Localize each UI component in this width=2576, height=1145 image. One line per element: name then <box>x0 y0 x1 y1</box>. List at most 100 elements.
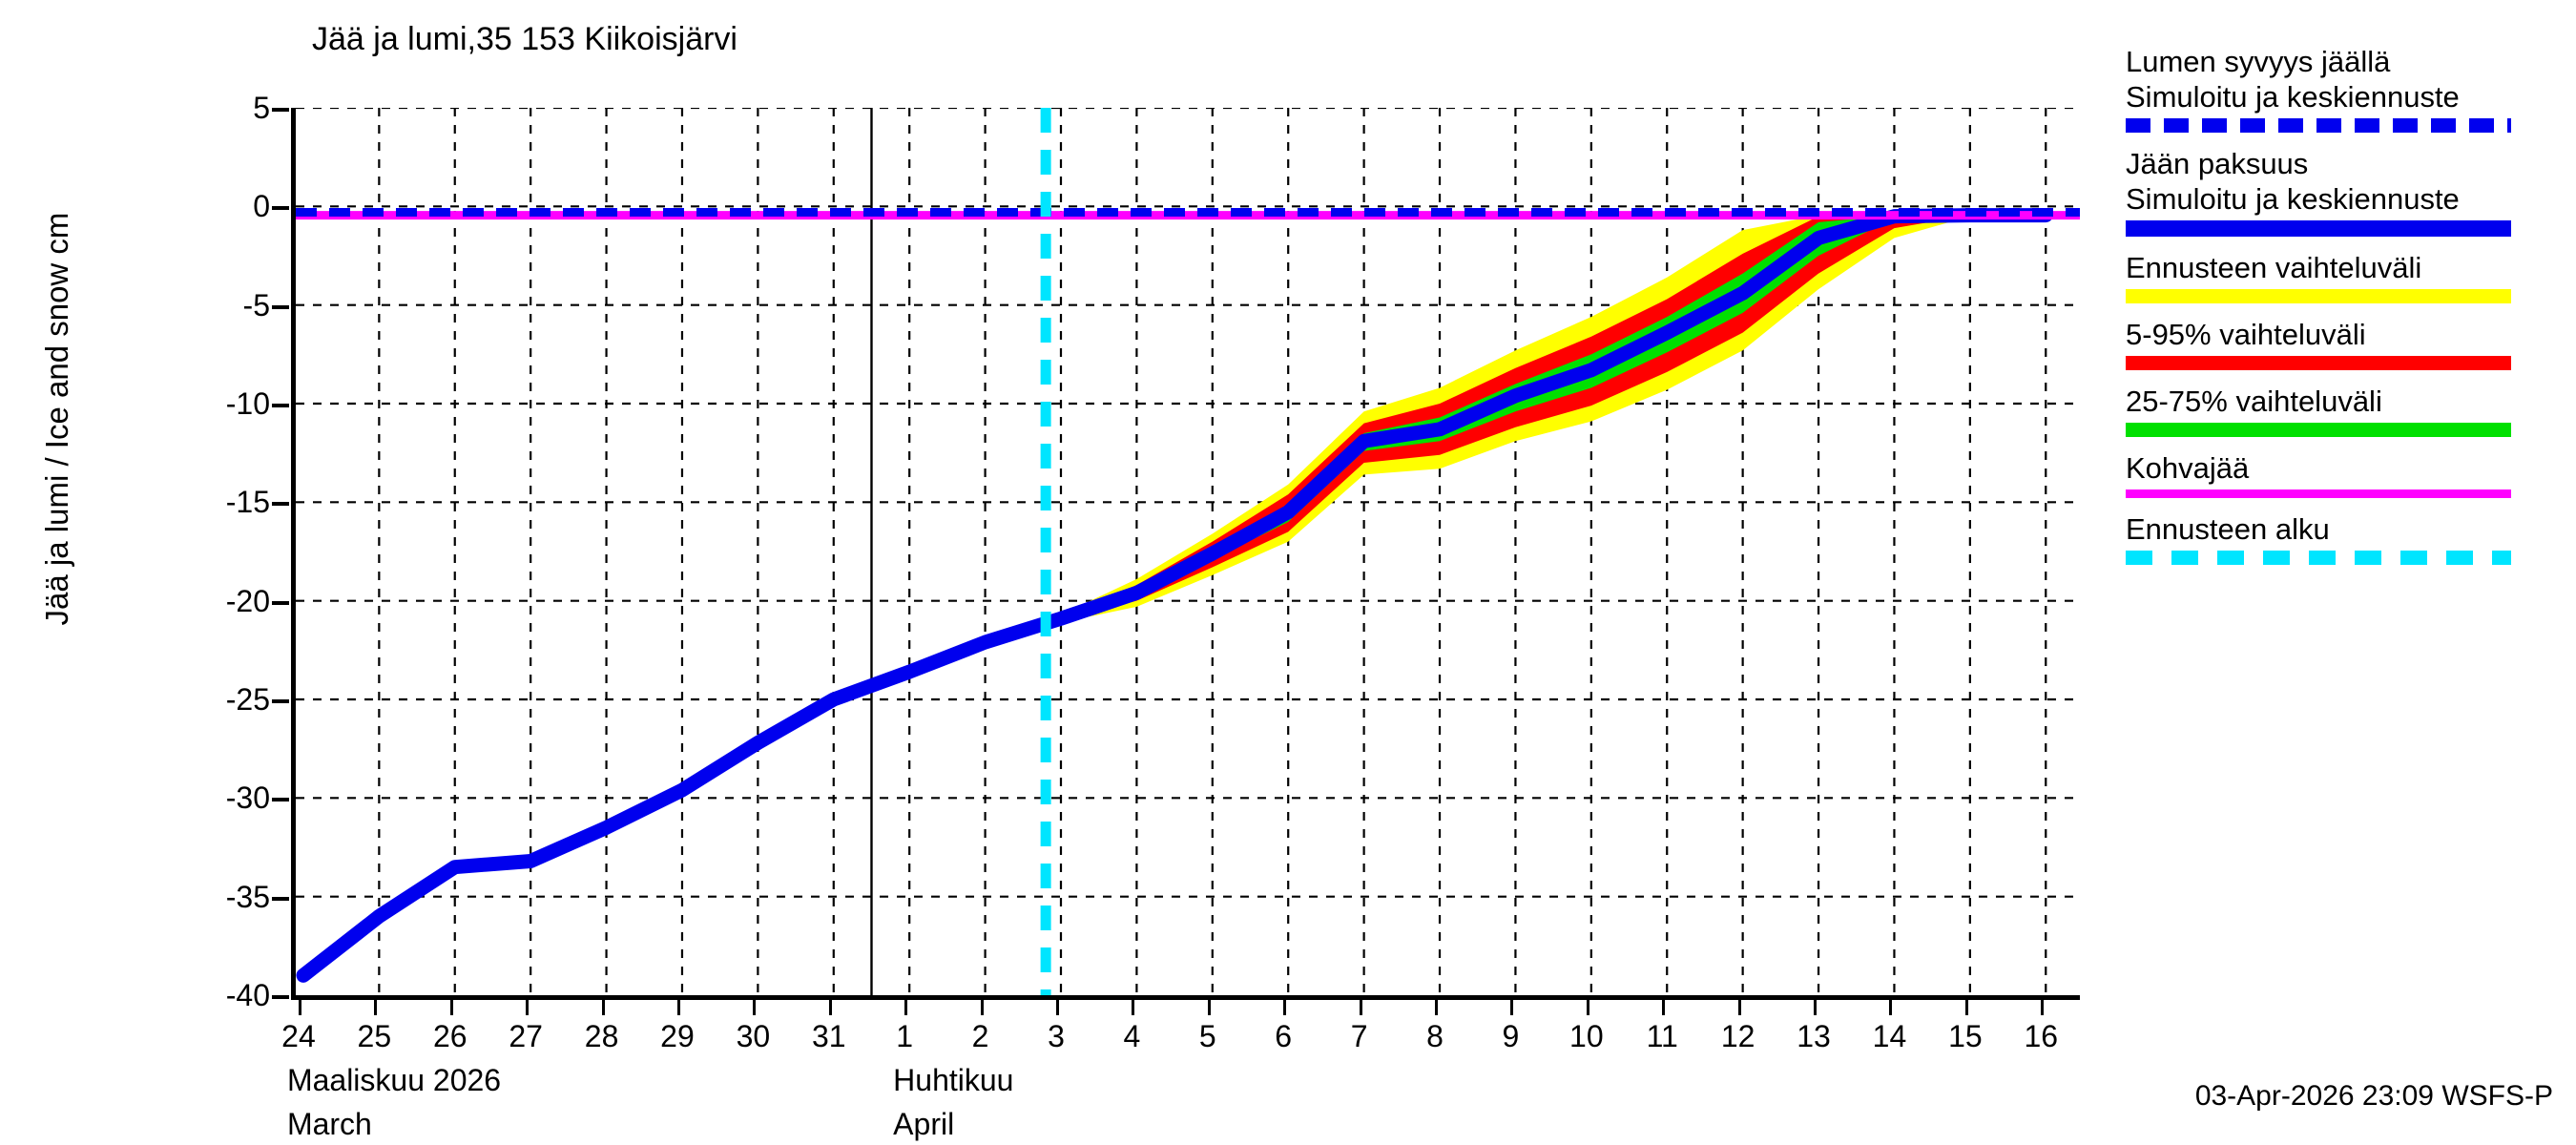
legend-swatch-slush-ice <box>2126 489 2511 498</box>
legend-label-primary: Kohvajää <box>2126 451 2250 485</box>
x-tick-mark <box>1132 1000 1135 1015</box>
y-tick-mark <box>272 304 289 309</box>
x-tick-mark <box>904 1000 908 1015</box>
timestamp-footer: 03-Apr-2026 23:09 WSFS-P <box>2194 1080 2553 1112</box>
x-tick-mark <box>1359 1000 1362 1015</box>
x-tick-mark <box>676 1000 680 1015</box>
y-tick-label: -35 <box>225 879 270 914</box>
legend-label-secondary: Simuloitu ja keskiennuste <box>2126 182 2460 216</box>
y-tick-label: -10 <box>225 386 270 421</box>
x-tick-mark <box>1964 1000 1968 1015</box>
x-tick-mark <box>1435 1000 1439 1015</box>
legend-item-range-5-95: 5-95% vaihteluväli <box>2126 317 2574 370</box>
x-axis-month-label-en: March <box>286 1107 372 1141</box>
x-tick-label: 31 <box>811 1019 846 1053</box>
legend-swatch-forecast-range <box>2126 289 2511 303</box>
y-tick-mark <box>272 502 289 507</box>
legend-label-primary: Jään paksuus <box>2126 147 2309 180</box>
plot-svg <box>296 108 2080 995</box>
y-tick-mark <box>272 108 289 112</box>
plot-canvas <box>296 108 2080 995</box>
x-tick-mark <box>601 1000 605 1015</box>
x-tick-label: 26 <box>432 1019 467 1053</box>
x-tick-mark <box>1814 1000 1818 1015</box>
x-tick-label: 9 <box>1502 1019 1520 1053</box>
x-tick-label: 11 <box>1646 1019 1678 1053</box>
y-tick-label: 5 <box>253 91 270 125</box>
x-tick-label: 2 <box>971 1019 989 1053</box>
x-tick-label: 14 <box>1872 1019 1907 1053</box>
plot-area <box>291 108 2080 1000</box>
legend-item-ice-thickness: Jään paksuus Simuloitu ja keskiennuste <box>2126 146 2574 237</box>
x-axis-month-label-fi: Maaliskuu 2026 <box>286 1063 502 1097</box>
page-title: Jää ja lumi,35 153 Kiikoisjärvi <box>312 21 737 57</box>
legend-item-snow-depth-on-ice: Lumen syvyys jäällä Simuloitu ja keskienn… <box>2126 44 2574 133</box>
legend-item-range-25-75: 25-75% vaihteluväli <box>2126 384 2574 437</box>
y-tick-mark <box>272 206 289 211</box>
x-axis-month-label-fi: Huhtikuu <box>893 1063 1014 1097</box>
x-tick-mark <box>828 1000 832 1015</box>
band-forecast-range <box>1060 215 2046 623</box>
x-axis-month-label-en: April <box>893 1107 955 1141</box>
legend-swatch-ice-thickness <box>2126 220 2511 237</box>
x-tick-mark <box>2041 1000 2045 1015</box>
legend-item-forecast-range: Ennusteen vaihteluväli <box>2126 250 2574 303</box>
x-tick-label: 1 <box>896 1019 914 1053</box>
y-tick-mark <box>272 699 289 703</box>
x-tick-label: 27 <box>509 1019 543 1053</box>
y-tick-label: -5 <box>242 287 270 323</box>
x-tick-mark <box>1055 1000 1059 1015</box>
x-tick-label: 5 <box>1198 1019 1216 1053</box>
x-tick-label: 12 <box>1720 1019 1755 1053</box>
y-tick-label: -30 <box>225 781 270 816</box>
y-tick-label: -20 <box>225 583 270 618</box>
legend-label-primary: 25-75% vaihteluväli <box>2126 385 2382 418</box>
x-tick-label: 3 <box>1048 1019 1065 1053</box>
x-tick-label: 7 <box>1350 1019 1368 1053</box>
legend-item-forecast-start: Ennusteen alku <box>2126 511 2574 565</box>
y-tick-mark <box>272 995 289 999</box>
x-tick-label: 16 <box>2024 1019 2059 1053</box>
y-tick-label: -15 <box>225 485 270 520</box>
x-tick-label: 24 <box>281 1019 316 1053</box>
y-tick-mark <box>272 404 289 407</box>
x-tick-label: 10 <box>1569 1019 1604 1053</box>
legend-label-primary: Ennusteen vaihteluväli <box>2126 251 2422 284</box>
x-tick-label: 25 <box>357 1019 392 1053</box>
y-axis-title: Jää ja lumi / Ice and snow cm <box>39 212 74 626</box>
x-tick-mark <box>753 1000 757 1015</box>
x-tick-mark <box>1889 1000 1893 1015</box>
legend-label-primary: Lumen syvyys jäällä <box>2126 45 2391 78</box>
x-tick-mark <box>298 1000 301 1015</box>
x-tick-mark <box>980 1000 984 1015</box>
x-tick-label: 28 <box>584 1019 619 1053</box>
series-ice-thickness <box>296 208 2053 983</box>
legend-label-primary: Ennusteen alku <box>2126 512 2330 546</box>
x-tick-mark <box>1662 1000 1666 1015</box>
legend-swatch-forecast-start <box>2126 551 2511 565</box>
x-tick-label: 13 <box>1797 1019 1831 1053</box>
x-tick-mark <box>1207 1000 1211 1015</box>
x-tick-mark <box>1737 1000 1741 1015</box>
x-tick-mark <box>1586 1000 1589 1015</box>
legend-item-slush-ice: Kohvajää <box>2126 450 2574 498</box>
x-tick-mark <box>449 1000 453 1015</box>
legend-swatch-snow-depth-on-ice <box>2126 118 2511 133</box>
x-tick-label: 6 <box>1275 1019 1293 1053</box>
x-tick-mark <box>1510 1000 1514 1015</box>
x-tick-label: 8 <box>1426 1019 1444 1053</box>
y-tick-label: -40 <box>225 978 270 1012</box>
x-tick-label: 30 <box>736 1019 771 1053</box>
x-tick-mark <box>526 1000 530 1015</box>
y-tick-label: 0 <box>253 189 270 224</box>
y-tick-mark <box>272 896 289 901</box>
x-tick-label: 4 <box>1123 1019 1141 1053</box>
legend-swatch-range-5-95 <box>2126 356 2511 370</box>
x-tick-label: 15 <box>1948 1019 1983 1053</box>
y-tick-mark <box>272 798 289 802</box>
chart-legend: Lumen syvyys jäällä Simuloitu ja keskienn… <box>2126 44 2574 578</box>
x-tick-mark <box>1283 1000 1287 1015</box>
legend-swatch-range-25-75 <box>2126 423 2511 437</box>
y-tick-mark <box>272 600 289 605</box>
